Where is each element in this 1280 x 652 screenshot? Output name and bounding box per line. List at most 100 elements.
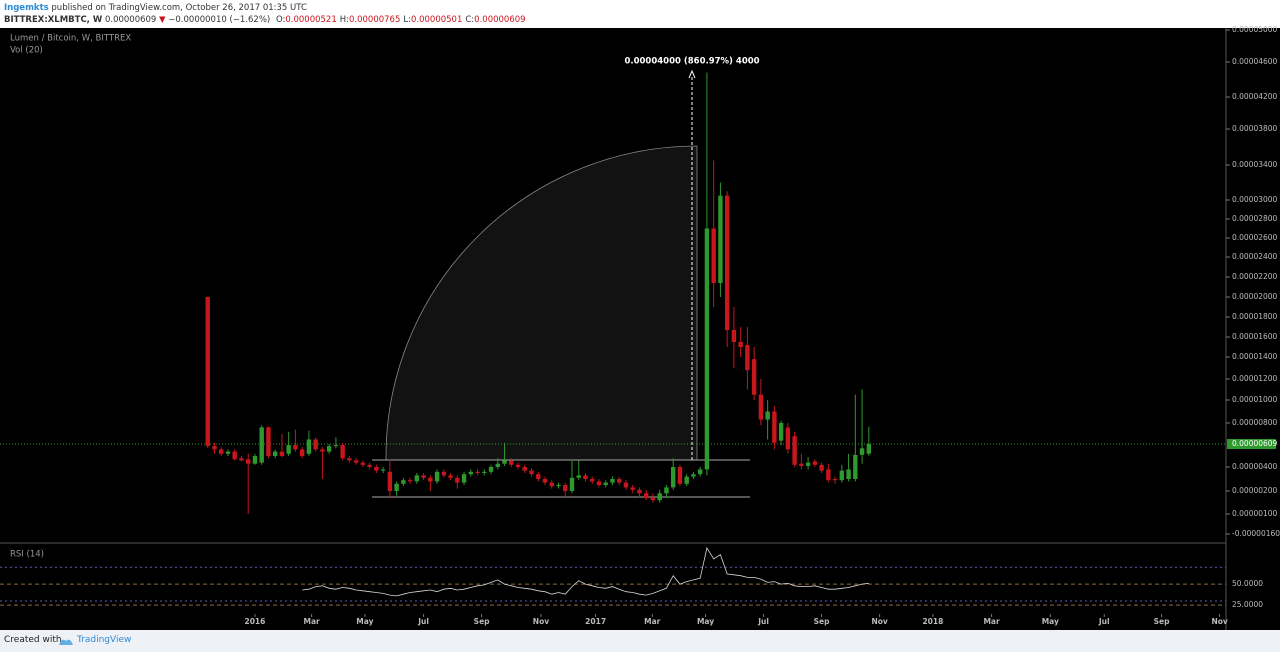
- candle-body: [853, 454, 858, 479]
- candle-body: [610, 479, 615, 483]
- candle-body: [387, 471, 393, 491]
- x-tick-label: Nov: [1211, 617, 1227, 626]
- chart-subtitle: Vol (20): [10, 46, 43, 56]
- candle-body: [724, 195, 730, 330]
- y-tick-label: 0.00003400: [1232, 160, 1278, 169]
- y-tick-label: 0.00002400: [1232, 252, 1278, 261]
- candle-body: [778, 423, 784, 441]
- candle-body: [394, 483, 399, 491]
- change: −0.00000010 (−1.62%): [168, 15, 271, 25]
- ohlc-label: H:: [339, 15, 349, 25]
- x-tick-label: Mar: [983, 617, 1000, 626]
- candle-body: [286, 445, 291, 454]
- candle-body: [212, 446, 217, 450]
- candle-body: [299, 449, 305, 456]
- candle-body: [522, 467, 527, 471]
- candle-body: [205, 297, 210, 447]
- candle-body: [219, 449, 224, 454]
- candle-body: [306, 439, 312, 454]
- y-tick-label: 0.00000400: [1232, 462, 1278, 471]
- candle-body: [670, 467, 676, 488]
- y-tick-label: 0.00004600: [1232, 57, 1278, 66]
- candle-body: [630, 487, 635, 490]
- logo: [59, 639, 73, 645]
- candle-body: [246, 459, 251, 464]
- y-tick-label: 0.00002800: [1232, 214, 1278, 223]
- candle-body: [866, 444, 872, 454]
- candle-body: [549, 482, 554, 487]
- candle-body: [684, 476, 689, 484]
- publish-line: Ingemkts published on TradingView.com, O…: [4, 3, 307, 13]
- candle-body: [232, 451, 237, 460]
- candle-body: [320, 449, 325, 452]
- candle-body: [697, 469, 703, 475]
- candle-body: [239, 458, 244, 461]
- candle-body: [859, 448, 865, 455]
- y-tick-label: 0.00003800: [1232, 124, 1278, 133]
- y-tick-label: 0.00001400: [1232, 352, 1278, 361]
- y-tick-label: 0.00002000: [1232, 292, 1278, 301]
- y-tick-label: 0.00004200: [1232, 92, 1278, 101]
- measure-label: 0.00004000 (860.97%) 4000: [624, 57, 759, 67]
- x-tick-label: 2016: [245, 617, 266, 626]
- candle-body: [583, 475, 588, 479]
- ohlc-label: L:: [403, 15, 411, 25]
- x-tick-label: Mar: [303, 617, 320, 626]
- last-price-box: [1227, 439, 1276, 450]
- candle-body: [495, 463, 500, 467]
- y-tick-label: 0.00001800: [1232, 312, 1278, 321]
- x-tick-label: 2018: [922, 617, 943, 626]
- x-tick-label: Sep: [1154, 617, 1170, 626]
- candle-body: [758, 394, 764, 420]
- candle-body: [367, 464, 372, 467]
- y-tick-label: 0.00000100: [1232, 509, 1278, 518]
- candle-body: [576, 475, 581, 478]
- y-tick-label: 0.00001600: [1232, 332, 1278, 341]
- y-tick-label: 0.00002200: [1232, 272, 1278, 281]
- candle-body: [792, 436, 797, 465]
- candle-body: [468, 471, 474, 475]
- candle-body: [846, 469, 851, 479]
- candle-body: [455, 477, 460, 483]
- candle-body: [502, 460, 507, 464]
- candle-body: [509, 460, 514, 465]
- candle-body: [731, 330, 737, 342]
- author[interactable]: Ingemkts: [4, 3, 49, 13]
- candle-body: [596, 481, 602, 485]
- candle-body: [657, 493, 662, 501]
- brand[interactable]: TradingView: [77, 635, 132, 645]
- x-tick-label: 2017: [585, 617, 606, 626]
- ohlc-value: 0.00000765: [349, 15, 401, 25]
- candle-body: [313, 439, 318, 450]
- footer: Created with TradingView: [0, 630, 1280, 652]
- x-tick-label: Sep: [814, 617, 830, 626]
- y-tick-label: 0.00000800: [1232, 418, 1278, 427]
- x-tick-label: Jul: [1098, 617, 1110, 626]
- candle-body: [617, 479, 622, 483]
- rsi-line: [302, 546, 869, 597]
- candle-body: [704, 228, 710, 470]
- x-tick-label: Sep: [474, 617, 490, 626]
- candle-body: [603, 482, 608, 485]
- x-tick-label: May: [1042, 617, 1059, 626]
- x-tick-label: Jul: [757, 617, 769, 626]
- header: Ingemkts published on TradingView.com, O…: [0, 0, 1280, 28]
- rsi-tick-label: 25.0000: [1232, 600, 1263, 609]
- candle-body: [488, 467, 494, 472]
- candle-body: [637, 489, 642, 494]
- chart-title: Lumen / Bitcoin, W, BITTREX: [10, 34, 131, 44]
- candle-body: [266, 427, 271, 456]
- candle-body: [785, 427, 791, 450]
- candle-body: [556, 485, 561, 487]
- candle-body: [826, 469, 831, 481]
- candle-body: [711, 228, 716, 283]
- candle-body: [434, 471, 440, 482]
- x-tick-label: Nov: [871, 617, 887, 626]
- rsi-tick-label: 50.0000: [1232, 579, 1263, 588]
- candle-body: [380, 469, 386, 471]
- ohlc-value: 0.00000521: [285, 15, 337, 25]
- candle-body: [401, 480, 406, 484]
- candle-body: [751, 359, 757, 395]
